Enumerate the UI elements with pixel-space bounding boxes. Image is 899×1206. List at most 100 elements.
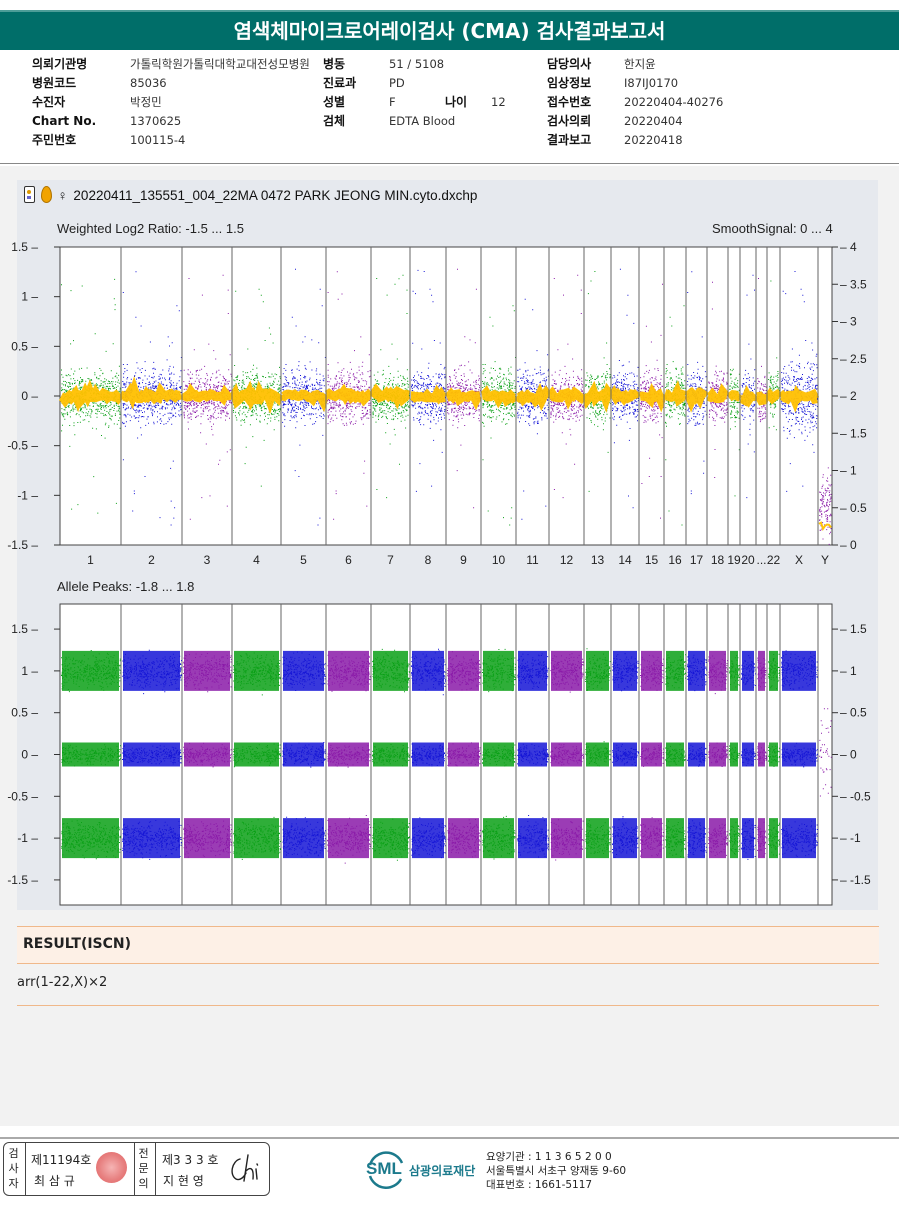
info-value: 12 xyxy=(491,95,506,109)
y-tick-label: -0.5 – xyxy=(7,439,38,453)
allele-band xyxy=(518,818,547,859)
y-tick-label: 0.5 – xyxy=(11,339,38,353)
y2-tick-label: – -0.5 xyxy=(840,789,871,803)
allele-band xyxy=(373,742,408,767)
info-label: 검체 xyxy=(323,114,346,128)
allele-band xyxy=(666,650,684,691)
smooth-signal-chr-14 xyxy=(608,385,642,406)
info-label: 병원코드 xyxy=(32,76,77,90)
info-row: 접수번호 20220404-40276 xyxy=(547,93,723,112)
y2-tick-label: – 0.5 xyxy=(840,501,867,515)
chr-label-16: 16 xyxy=(668,553,682,567)
allele-series-chr-Y xyxy=(819,708,832,797)
file-icon xyxy=(24,186,35,203)
allele-band xyxy=(758,742,765,767)
addr-line: 대표번호 : 1661-5117 xyxy=(486,1179,593,1191)
sig1-number: 제11194호 xyxy=(31,1153,92,1167)
allele-band xyxy=(448,650,479,691)
chr-label-15: 15 xyxy=(645,553,659,567)
smooth-signal-chr-2 xyxy=(118,376,182,410)
smooth-signal-chr-15 xyxy=(639,382,668,413)
allele-band xyxy=(483,650,514,691)
file-name: 20220411_135551_004_22MA 0472 PARK JEONG… xyxy=(73,188,478,203)
allele-band xyxy=(709,818,726,859)
y-tick-label: 0 – xyxy=(21,748,38,762)
y-tick-label: 0.5 – xyxy=(11,706,38,720)
allele-band xyxy=(62,650,119,691)
chr-label-4: 4 xyxy=(253,553,260,567)
log2-series-chr-14 xyxy=(612,268,639,509)
y2-tick-label: – 2 xyxy=(840,389,857,403)
addr-line: 요양기관 : 1 1 3 6 5 2 0 0 xyxy=(486,1151,612,1163)
info-label: 임상정보 xyxy=(547,76,592,90)
addr-line: 서울특별시 서초구 양재동 9-60 xyxy=(486,1165,627,1177)
sex-icon: ♀ xyxy=(57,188,68,203)
info-value: 1370625 xyxy=(130,114,182,128)
info-label: 성별 xyxy=(323,95,346,109)
chr-label-13: 13 xyxy=(591,553,605,567)
info-row: Chart No. 1370625 xyxy=(32,112,310,131)
sig-divider xyxy=(155,1143,156,1195)
info-label: 진료과 xyxy=(323,76,357,90)
smooth-signal-chr-3 xyxy=(179,382,234,406)
y2-tick-label: – 3 xyxy=(840,315,857,329)
smooth-signal-chr-9 xyxy=(445,387,482,411)
log2-series-chr-10 xyxy=(482,305,516,526)
y-tick-label: -1.5 – xyxy=(7,873,38,887)
smooth-signal-chr-22 xyxy=(764,387,783,405)
info-value: 20220418 xyxy=(624,133,683,147)
allele-band xyxy=(742,650,754,691)
log2-series-chr-9 xyxy=(447,268,481,509)
info-row: 검체 EDTA Blood xyxy=(323,112,506,131)
info-column-2: 병동 51 / 5108 진료과 PD 성별 F 나이 12 검체 EDTA Blood xyxy=(323,55,506,131)
info-value: 한지윤 xyxy=(624,57,656,71)
info-row: 병동 51 / 5108 xyxy=(323,55,506,74)
allele-band xyxy=(742,818,754,859)
allele-band xyxy=(328,650,369,691)
smooth-signal-chr-10 xyxy=(480,385,518,409)
smooth-signal-chr-13 xyxy=(580,380,614,413)
info-row: 담당의사 한지윤 xyxy=(547,55,723,74)
chr-label-18: 18 xyxy=(711,553,725,567)
allele-band xyxy=(483,742,514,767)
info-value: 100115-4 xyxy=(130,133,186,147)
smooth-signal-chr-6 xyxy=(324,383,374,407)
allele-band xyxy=(551,742,582,767)
y2-tick-label: – 1.5 xyxy=(840,426,867,440)
allele-band xyxy=(234,818,279,859)
info-label: 검사의뢰 xyxy=(547,114,592,128)
smooth-signal-chr-X xyxy=(778,385,820,413)
smooth-signal-chr-11 xyxy=(514,382,552,412)
smooth-signal-chr-20 xyxy=(739,384,759,408)
smooth-signal-chr-7 xyxy=(368,383,411,410)
allele-band xyxy=(483,818,514,859)
allele-band xyxy=(666,818,684,859)
allele-band xyxy=(613,650,637,691)
file-title-line: ♀ 20220411_135551_004_22MA 0472 PARK JEO… xyxy=(24,186,477,203)
y2-tick-label: – 1 xyxy=(840,664,857,678)
allele-band xyxy=(666,742,684,767)
info-label: 의뢰기관명 xyxy=(32,57,88,71)
top-right-label: SmoothSignal: 0 ... 4 xyxy=(712,221,833,236)
smooth-signal-chr-17 xyxy=(684,386,709,413)
allele-band xyxy=(123,818,180,859)
y2-tick-label: – 0 xyxy=(840,538,857,552)
smooth-signal-chr-16 xyxy=(663,380,687,407)
chr-label-2: 2 xyxy=(148,553,155,567)
top-left-label: Weighted Log2 Ratio: -1.5 ... 1.5 xyxy=(57,221,244,236)
info-row: 진료과 PD xyxy=(323,74,506,93)
info-row: 성별 F 나이 12 xyxy=(323,93,506,112)
smooth-signal-chr-12 xyxy=(546,386,587,410)
header-divider xyxy=(0,163,899,164)
result-body: arr(1-22,X)×2 xyxy=(17,963,879,1006)
footer-divider xyxy=(0,1137,899,1139)
info-column-3: 담당의사 한지윤 임상정보 I87IJ0170 접수번호 20220404-40276… xyxy=(547,55,723,150)
y-tick-label: -0.5 – xyxy=(7,789,38,803)
sig-divider xyxy=(25,1143,26,1195)
smooth-signal-chr-1 xyxy=(58,379,124,413)
y-tick-label: 1.5 – xyxy=(11,240,38,254)
info-value: 85036 xyxy=(130,76,167,90)
info-row: 검사의뢰 20220404 xyxy=(547,112,723,131)
allele-band xyxy=(730,742,738,767)
allele-band xyxy=(613,742,637,767)
